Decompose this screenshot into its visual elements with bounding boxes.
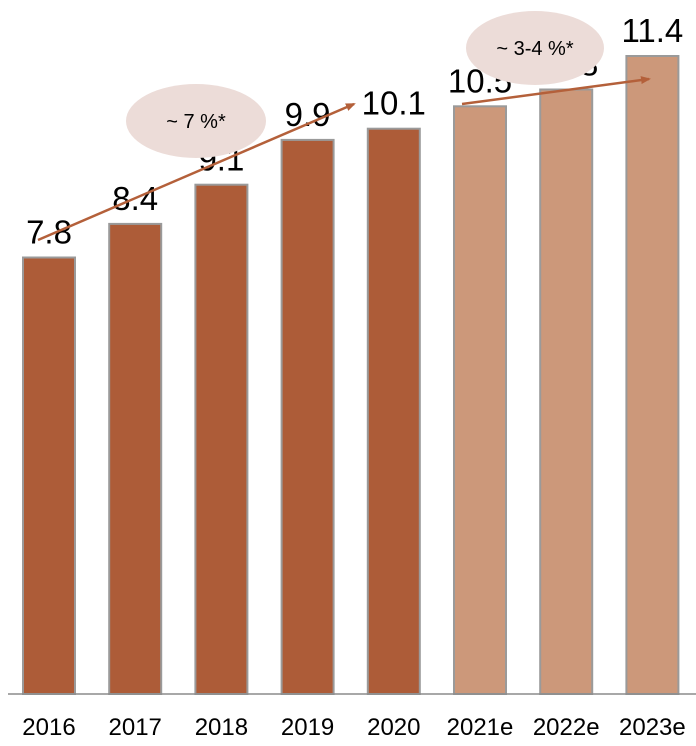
bars-group — [22, 55, 680, 696]
x-tick-label-2019: 2019 — [281, 714, 334, 741]
bar-2022e — [539, 88, 594, 695]
trend-arrow-2 — [461, 76, 651, 106]
value-label-2016: 7.8 — [26, 214, 72, 251]
value-label-2020: 10.1 — [362, 85, 426, 122]
x-tick-label-2023e: 2023e — [619, 714, 686, 741]
bar-2018 — [194, 183, 249, 695]
bar-2019 — [280, 138, 335, 695]
bar-2023e — [625, 55, 680, 695]
x-tick-label-2020: 2020 — [367, 714, 420, 741]
x-tick-label-2021e: 2021e — [447, 714, 514, 741]
bar-2017 — [108, 222, 163, 695]
value-labels-group: 7.88.49.19.910.110.510.811.4 — [26, 12, 683, 251]
x-tick-label-2016: 2016 — [22, 714, 75, 741]
x-tick-label-2022e: 2022e — [533, 714, 600, 741]
bar-2016 — [22, 256, 76, 695]
x-tick-label-2017: 2017 — [109, 714, 162, 741]
annotation-label-2: ~ 3-4 %* — [496, 38, 573, 60]
bar-2020 — [366, 127, 421, 695]
annotation-bubble-2 — [466, 11, 604, 85]
value-label-2019: 9.9 — [285, 96, 331, 133]
bar-2021e — [453, 105, 507, 696]
annotation-bubble-1 — [126, 84, 266, 158]
value-label-2023e: 11.4 — [622, 12, 684, 49]
x-tick-label-2018: 2018 — [195, 714, 248, 741]
annotation-label-1: ~ 7 %* — [166, 111, 226, 133]
x-tick-labels-group: 2016 2017 2018 2019 2020 2021e 2022e 2023e — [22, 714, 685, 741]
trend-arrow-1 — [37, 102, 356, 242]
